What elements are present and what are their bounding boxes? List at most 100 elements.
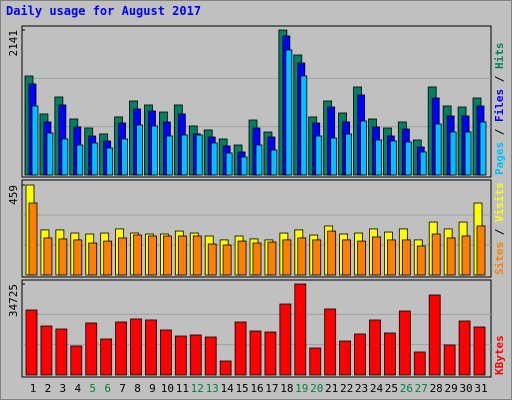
bar [279,303,292,376]
bar [162,235,172,276]
bar [345,133,353,176]
bar [145,319,157,376]
bar [151,125,158,176]
bar [76,144,84,176]
bar [192,235,202,276]
bar [389,140,397,176]
bar [354,333,366,376]
x-tick-label: 11 [176,382,189,395]
legend-entry: Hits [493,43,506,70]
bar [419,151,427,176]
bar [324,308,337,376]
bar [222,244,232,276]
bar [464,131,472,176]
bar [25,309,38,376]
bar [204,336,217,376]
bar [210,142,218,176]
bar [240,156,248,176]
bar [342,239,352,276]
bar [434,123,442,176]
bar [372,236,381,276]
legend-entry: Visits [493,182,506,222]
bar [369,319,381,376]
bar [61,138,69,176]
bar [136,124,143,176]
y-tick-label: 2141 [7,30,20,57]
bar [285,49,293,176]
bar [237,240,247,276]
x-tick-label: 26 [400,382,413,395]
bar [300,75,308,176]
x-tick-label: 29 [445,382,458,395]
bar [431,233,441,276]
x-tick-label: 13 [206,382,219,395]
bar [234,321,247,376]
bar [255,144,263,176]
x-tick-label: 27 [415,382,428,395]
bar [70,345,83,376]
bar [264,331,277,376]
bar [449,131,457,176]
bar [88,242,98,276]
legend-separator: / [493,122,506,142]
bar [85,322,98,376]
bar [330,137,338,176]
x-tick-label: 31 [474,382,487,395]
bar [357,240,366,276]
bar [177,235,187,276]
bar [375,139,382,176]
bar [404,141,412,176]
legend-separator: / [493,222,506,242]
x-tick-label: 17 [265,382,278,395]
bar [473,326,486,376]
bar [339,340,352,376]
y-tick-label: 34725 [7,284,20,317]
bar [428,294,441,376]
y-tick-label: 459 [7,185,20,205]
legend-separator: / [493,69,506,89]
bar [55,328,68,376]
bar [443,344,456,376]
x-tick-label: 5 [89,382,96,395]
bar [165,135,173,176]
x-tick-label: 9 [149,382,156,395]
x-tick-label: 8 [134,382,141,395]
x-tick-label: 2 [45,382,52,395]
x-tick-label: 3 [60,382,67,395]
legend-entry: KBytes [493,335,506,375]
legend: Pages / Files / Hits [493,43,506,176]
x-tick-label: 14 [221,382,235,395]
bar [458,320,471,376]
bar [446,237,456,276]
bar [148,235,157,276]
bar [106,147,114,176]
bar [103,240,113,276]
x-tick-label: 25 [385,382,398,395]
bar [91,142,99,176]
bar [282,239,292,276]
x-tick-label: 15 [235,382,248,395]
legend-entry: Sites [493,242,506,275]
bar [46,132,54,176]
bar [401,239,411,276]
x-tick-label: 22 [340,382,353,395]
bar [312,239,322,276]
bar [189,334,202,376]
x-tick-label: 16 [250,382,263,395]
x-tick-label: 10 [161,382,174,395]
legend: Sites / Visits [493,182,506,275]
bar [180,134,188,176]
bar [73,239,83,276]
bar [294,283,307,376]
bar [40,325,53,376]
x-tick-label: 24 [370,382,384,395]
bar [327,230,337,276]
bar [270,149,278,176]
bar [398,310,411,376]
x-tick-label: 19 [295,382,308,395]
bar [31,105,39,176]
x-tick-label: 20 [310,382,323,395]
bar [297,237,307,276]
x-tick-label: 30 [459,382,472,395]
